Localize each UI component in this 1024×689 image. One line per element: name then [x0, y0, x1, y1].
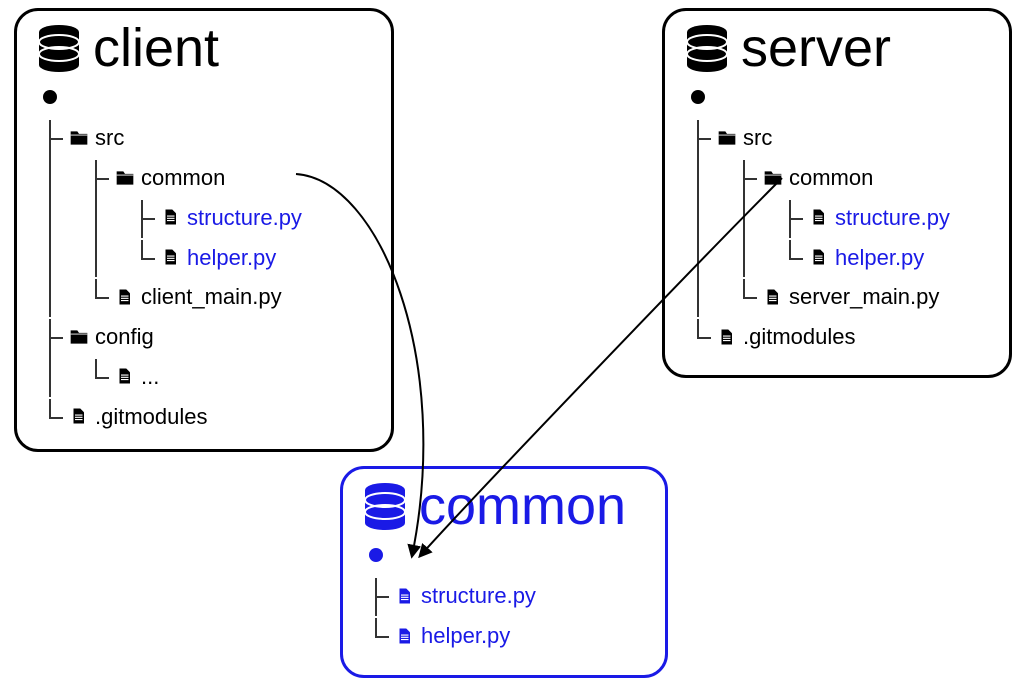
tree-root-dot	[43, 90, 57, 104]
tree-label: client_main.py	[141, 279, 282, 314]
common-tree: structure.py helper.py	[363, 541, 645, 656]
file-icon	[809, 247, 829, 267]
tree-label: .gitmodules	[95, 399, 208, 434]
tree-item: structure.py	[141, 200, 371, 238]
tree-item: .gitmodules	[49, 399, 371, 437]
tree-label: ...	[141, 359, 159, 394]
server-title-text: server	[741, 21, 891, 75]
file-icon	[809, 207, 829, 227]
folder-icon	[69, 327, 89, 347]
tree-item: src common structure.py helper.py client…	[49, 120, 371, 317]
tree-item: structure.py	[789, 200, 989, 238]
tree-item: structure.py	[375, 578, 645, 616]
client-title: client	[37, 21, 371, 75]
client-repo-box: client src common structure.py helper.py…	[14, 8, 394, 452]
tree-root-dot	[369, 548, 383, 562]
common-title: common	[363, 479, 645, 533]
client-title-text: client	[93, 21, 219, 75]
server-title: server	[685, 21, 989, 75]
client-tree: src common structure.py helper.py client…	[37, 83, 371, 436]
tree-label: config	[95, 319, 154, 354]
file-icon	[69, 406, 89, 426]
folder-icon	[69, 128, 89, 148]
tree-item: .gitmodules	[697, 319, 989, 357]
file-icon	[395, 586, 415, 606]
tree-item: ...	[95, 359, 371, 397]
server-repo-box: server src common structure.py helper.py…	[662, 8, 1012, 378]
file-icon	[115, 366, 135, 386]
common-repo-box: common structure.py helper.py	[340, 466, 668, 678]
folder-icon	[717, 128, 737, 148]
tree-item: server_main.py	[743, 279, 989, 317]
tree-root-dot	[691, 90, 705, 104]
tree-label: helper.py	[835, 240, 924, 275]
folder-icon	[763, 168, 783, 188]
tree-item: helper.py	[375, 618, 645, 656]
file-icon	[115, 287, 135, 307]
tree-label: src	[743, 120, 772, 155]
server-tree: src common structure.py helper.py server…	[685, 83, 989, 357]
tree-label: structure.py	[421, 578, 536, 613]
tree-item: common structure.py helper.py	[95, 160, 371, 277]
tree-item: client_main.py	[95, 279, 371, 317]
database-icon	[37, 24, 81, 72]
file-icon	[161, 247, 181, 267]
tree-item: src common structure.py helper.py server…	[697, 120, 989, 317]
common-title-text: common	[419, 479, 626, 533]
tree-label: helper.py	[421, 618, 510, 653]
database-icon	[685, 24, 729, 72]
tree-item: common structure.py helper.py	[743, 160, 989, 277]
folder-icon	[115, 168, 135, 188]
tree-item: helper.py	[789, 240, 989, 278]
file-icon	[717, 327, 737, 347]
tree-label: structure.py	[835, 200, 950, 235]
tree-label: common	[789, 160, 873, 195]
tree-label: structure.py	[187, 200, 302, 235]
tree-label: helper.py	[187, 240, 276, 275]
tree-item: config ...	[49, 319, 371, 397]
file-icon	[395, 626, 415, 646]
tree-label: server_main.py	[789, 279, 939, 314]
tree-label: src	[95, 120, 124, 155]
file-icon	[763, 287, 783, 307]
file-icon	[161, 207, 181, 227]
tree-label: common	[141, 160, 225, 195]
tree-label: .gitmodules	[743, 319, 856, 354]
tree-item: helper.py	[141, 240, 371, 278]
database-icon	[363, 482, 407, 530]
